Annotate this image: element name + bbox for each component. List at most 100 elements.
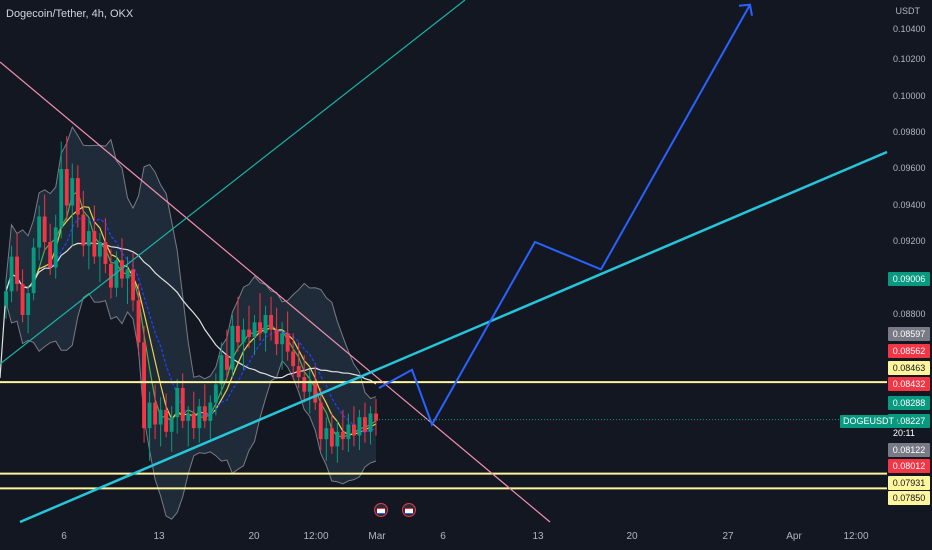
y-tick-label: 0.09400	[893, 200, 926, 210]
price-tag: 0.08227	[888, 414, 930, 428]
candle-body	[136, 300, 141, 343]
candle-body	[180, 388, 185, 421]
candle-body	[37, 216, 42, 248]
candle-body	[86, 231, 91, 246]
candle-body	[92, 231, 97, 257]
candle-body	[285, 333, 290, 352]
bollinger-lower-line	[5, 292, 377, 520]
candle-body	[357, 417, 362, 436]
x-tick-label: 12:00	[303, 531, 329, 542]
candle-body	[296, 366, 301, 378]
candle-body	[219, 355, 224, 385]
y-tick-label: 0.10200	[893, 54, 926, 64]
y-tick-label: 0.09800	[893, 127, 926, 137]
candle-body	[368, 413, 373, 432]
candle-body	[352, 424, 356, 436]
y-tick-label: 0.10400	[893, 24, 926, 34]
candle-body	[20, 284, 25, 315]
candle-body	[186, 413, 191, 421]
projection-path	[378, 4, 751, 427]
candle-body	[258, 322, 262, 334]
candle-body	[230, 325, 235, 370]
x-tick-label: 27	[722, 531, 734, 542]
candle-body	[291, 351, 296, 367]
economic-event-icon[interactable]	[402, 503, 416, 517]
candle-body	[120, 260, 124, 279]
candle-body	[153, 402, 158, 425]
candle-body	[15, 256, 19, 284]
x-tick-label: 13	[153, 531, 165, 542]
candle-body	[81, 214, 86, 246]
candle-body	[302, 377, 307, 392]
candle-body	[169, 417, 174, 432]
uptrend-support-line	[19, 150, 888, 524]
x-tick-label: 6	[440, 531, 446, 542]
candle-body	[42, 216, 47, 242]
price-tag: 0.08463	[888, 361, 930, 375]
candle-body	[346, 424, 351, 440]
ma-yellow-line	[5, 206, 377, 436]
candle-body	[191, 413, 196, 429]
y-tick-label: 0.09600	[893, 163, 926, 173]
price-tag: 0.07931	[888, 476, 930, 490]
candle-body	[340, 431, 345, 440]
chart-title: Dogecoin/Tether, 4h, OKX	[6, 8, 134, 20]
ma-blue-line	[5, 217, 377, 434]
candle-body	[274, 329, 279, 345]
x-tick-label: Mar	[368, 531, 386, 542]
candle-body	[280, 333, 285, 345]
x-tick-label: 6	[61, 531, 67, 542]
price-tag: 0.08288	[888, 396, 930, 410]
candle-body	[236, 325, 240, 343]
candle-body	[202, 406, 207, 421]
candle-body	[70, 178, 75, 206]
candle-body	[252, 322, 257, 337]
candle-body	[131, 269, 135, 301]
candle-body	[197, 406, 202, 429]
x-tick-label: 13	[532, 531, 544, 542]
candle-body	[4, 291, 8, 306]
price-tag: 0.08122	[888, 443, 930, 457]
y-tick-label: 0.08800	[893, 309, 926, 319]
candle-body	[75, 178, 80, 215]
price-tag: 0.09006	[888, 272, 930, 286]
candle-body	[125, 269, 130, 279]
candle-body	[247, 329, 251, 337]
candle-body	[335, 431, 340, 447]
price-tag: 0.07850	[888, 491, 930, 505]
candle-body	[103, 242, 108, 264]
x-tick-label: 20	[626, 531, 638, 542]
candle-body	[59, 169, 64, 228]
candle-body	[307, 380, 312, 392]
channel-line	[0, 0, 466, 365]
candle-body	[241, 329, 246, 343]
candle-body	[64, 169, 69, 206]
symbol-tag[interactable]: DOGEUSDT	[840, 415, 898, 428]
candle-body	[208, 402, 213, 421]
candle-body	[48, 242, 53, 268]
candle-body	[158, 409, 163, 425]
candle-body	[324, 428, 329, 440]
x-tick-label: 20	[248, 531, 260, 542]
candle-body	[26, 293, 31, 315]
x-tick-label: Apr	[786, 531, 802, 542]
candle-body	[175, 388, 180, 418]
candle-body	[9, 256, 14, 292]
candle-body	[318, 402, 323, 440]
candle-body	[164, 409, 169, 432]
candle-body	[263, 315, 268, 334]
candle-body	[374, 413, 378, 421]
candle-body	[269, 315, 273, 330]
price-tag: 0.08597	[888, 327, 930, 341]
bar-countdown: 20:11	[893, 428, 915, 438]
price-tag: 0.08432	[888, 377, 930, 391]
economic-event-icon[interactable]	[374, 503, 388, 517]
downtrend-line	[0, 61, 551, 523]
ma-white-line	[0, 242, 377, 385]
candle-body	[213, 384, 218, 403]
candle-body	[363, 417, 367, 432]
y-tick-label: 0.10000	[893, 91, 926, 101]
candle-body	[329, 428, 334, 447]
